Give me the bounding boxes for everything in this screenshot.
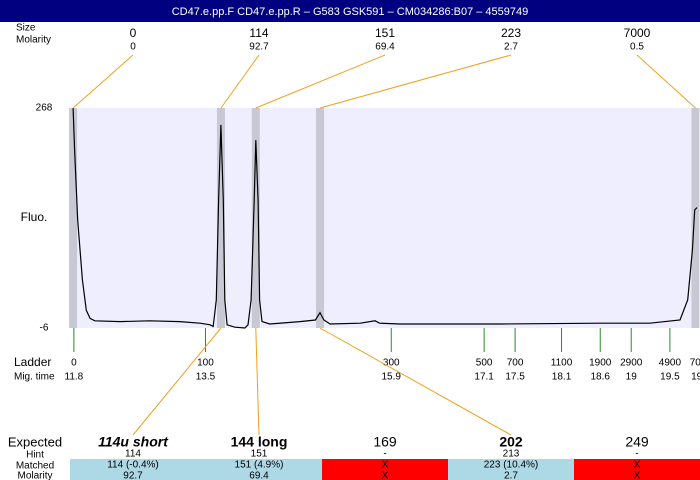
peak-molarity: 0.5 [630, 42, 644, 53]
molarity: X [634, 471, 641, 480]
peak-band [216, 108, 225, 328]
molarity-label: Molarity [16, 35, 51, 46]
ladder-size: 100 [197, 358, 214, 369]
expected-size: 249 [625, 434, 649, 450]
ladder-mig-time: 15.9 [382, 372, 402, 383]
ladder-mig-time: 18.6 [591, 372, 611, 383]
expected-size: 202 [499, 434, 523, 450]
peak-connector [72, 54, 134, 109]
peak-size: 114 [249, 26, 268, 40]
ladder-size: 1100 [551, 358, 573, 369]
size-label: Size [16, 23, 36, 34]
hint: - [635, 449, 638, 460]
ladder-mig-time: 18.1 [552, 372, 572, 383]
expected-size: 114u short [98, 434, 169, 450]
peak-band [316, 108, 325, 328]
molarity: 69.4 [249, 471, 269, 480]
trace [72, 107, 698, 329]
matched: X [634, 460, 641, 471]
ladder-size: 500 [476, 358, 493, 369]
ladder-mig-time: 19.9 [691, 372, 700, 383]
ladder-mig-time: 11.8 [65, 372, 84, 383]
plot-area [70, 108, 697, 328]
ladder-size: 2900 [620, 358, 643, 369]
peak-band [691, 108, 700, 328]
peak-band [69, 108, 78, 328]
peak-size: 151 [375, 26, 395, 40]
expected-size: 144 long [231, 434, 288, 450]
ladder-size: 7000 [690, 358, 700, 369]
peak-connector [255, 54, 386, 109]
ladder-size: 0 [71, 358, 77, 369]
matched: X [382, 460, 389, 471]
title-bar [0, 0, 700, 22]
matched: 223 (10.4%) [484, 460, 538, 471]
peak-molarity: 0 [130, 42, 136, 53]
ladder-size: 700 [507, 358, 524, 369]
match-connector [255, 327, 260, 436]
peak-band [251, 108, 260, 328]
molarity: 2.7 [504, 471, 518, 480]
matched-cell [70, 459, 196, 480]
peak-size: 7000 [624, 26, 651, 40]
molarity: 92.7 [123, 471, 143, 480]
molarity: X [382, 471, 389, 480]
peak-connector [636, 54, 696, 109]
ladder-label: Ladder [14, 355, 51, 369]
matched-cell [448, 459, 574, 480]
hint: - [383, 449, 386, 460]
ladder-size: 300 [383, 358, 400, 369]
peak-molarity: 92.7 [249, 42, 269, 53]
expected-size: 169 [373, 434, 397, 450]
expected-label: Expected [8, 434, 62, 449]
match-connector [132, 327, 222, 436]
mig-time-label: Mig. time [14, 372, 55, 383]
peak-size: 0 [130, 26, 137, 40]
match-connector [319, 327, 512, 436]
molarity-row-label: Molarity [17, 471, 52, 480]
matched-label: Matched [16, 461, 54, 472]
peak-connector [220, 54, 260, 109]
hint: 213 [503, 449, 520, 460]
peak-size: 223 [501, 26, 521, 40]
y-axis-label: Fluo. [21, 210, 48, 224]
peak-connector [319, 54, 512, 109]
hint: 151 [251, 449, 268, 460]
matched: 151 (4.9%) [235, 460, 284, 471]
peak-molarity: 2.7 [504, 42, 518, 53]
hint-label: Hint [26, 450, 44, 461]
ladder-mig-time: 19 [626, 372, 638, 383]
title: CD47.e.pp.F CD47.e.pp.R – G583 GSK591 – … [172, 6, 529, 18]
ladder-mig-time: 19.5 [660, 372, 680, 383]
matched-cell [322, 459, 448, 480]
matched-cell [196, 459, 322, 480]
ladder-size: 4900 [659, 358, 682, 369]
y-tick-label: 268 [36, 103, 53, 114]
ladder-mig-time: 13.5 [196, 372, 216, 383]
matched-cell [574, 459, 700, 480]
hint: 114 [125, 449, 141, 460]
peak-molarity: 69.4 [375, 42, 395, 53]
matched: 114 (-0.4%) [107, 460, 159, 471]
ladder-size: 1900 [589, 358, 612, 369]
y-tick-label: -6 [40, 323, 49, 334]
ladder-mig-time: 17.1 [474, 372, 494, 383]
ladder-mig-time: 17.5 [505, 372, 525, 383]
